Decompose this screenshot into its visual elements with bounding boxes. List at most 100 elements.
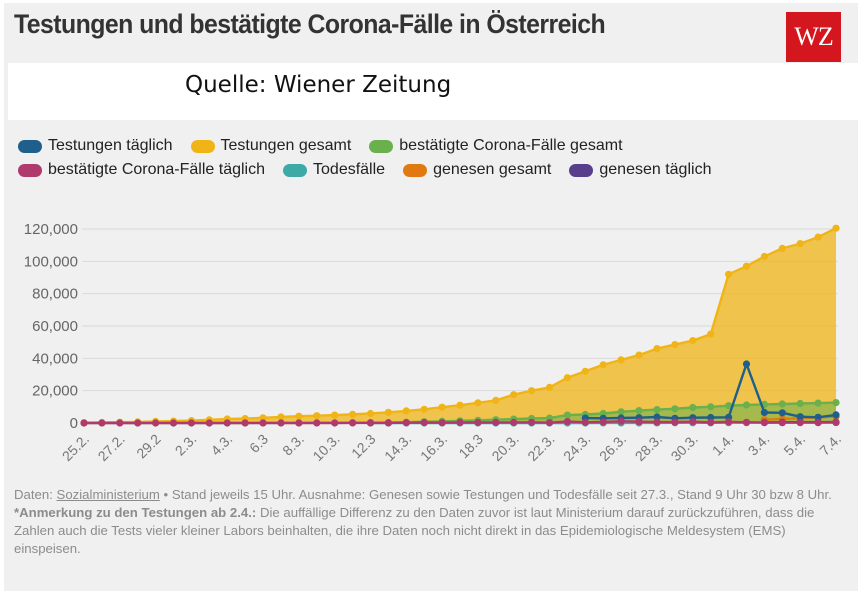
data-point [510, 391, 518, 399]
source-banner [8, 63, 858, 120]
legend-item[interactable]: genesen täglich [569, 161, 711, 179]
x-tick-label: 24.3. [560, 431, 593, 464]
data-point [187, 419, 195, 427]
data-point [599, 418, 607, 426]
data-point [796, 413, 804, 421]
data-point [599, 361, 607, 369]
data-point [796, 399, 804, 408]
data-point [474, 399, 482, 407]
data-point [241, 419, 249, 427]
legend-row-2: bestätigte Corona-Fälle täglich Todesfäll… [18, 161, 711, 179]
x-tick-label: 16.3. [417, 431, 450, 464]
data-point [814, 419, 822, 427]
data-point [581, 418, 589, 426]
data-point [617, 356, 625, 364]
data-point [832, 411, 840, 419]
data-point [635, 351, 643, 359]
source-text: Quelle: Wiener Zeitung [185, 72, 452, 98]
data-point [223, 419, 231, 427]
legend-label: genesen täglich [599, 161, 712, 178]
x-tick-label: 7.4. [816, 431, 844, 459]
data-point [169, 419, 178, 427]
data-point [313, 419, 321, 427]
data-point [528, 418, 536, 426]
data-point [259, 419, 267, 427]
footnote-prefix: Daten: [14, 487, 57, 502]
data-point [259, 414, 267, 422]
legend-label: Testungen gesamt [220, 137, 352, 154]
data-point [456, 418, 464, 426]
data-point [456, 401, 464, 409]
data-point [617, 408, 625, 416]
data-point [635, 418, 643, 426]
data-point [653, 418, 661, 426]
data-point [742, 262, 751, 270]
legend-swatch [403, 163, 428, 177]
legend-item[interactable]: bestätigte Corona-Fälle gesamt [369, 137, 623, 155]
data-point [349, 410, 357, 418]
x-tick-label: 5.4. [780, 431, 808, 459]
data-point [545, 419, 554, 427]
data-point [116, 419, 124, 427]
legend-item[interactable]: Testungen gesamt [190, 137, 352, 155]
x-tick-label: 20.3. [489, 431, 522, 464]
series-area [84, 228, 836, 423]
x-tick-label: 12.3 [348, 431, 379, 462]
legend-item[interactable]: genesen gesamt [403, 161, 551, 179]
legend-swatch [283, 163, 308, 177]
data-point [349, 419, 357, 427]
data-point [778, 244, 786, 252]
data-point [492, 418, 500, 426]
x-tick-label: 8.3. [279, 431, 307, 459]
legend-swatch [369, 139, 394, 153]
data-point [295, 419, 303, 427]
data-point [671, 341, 679, 349]
x-tick-label: 30.3. [668, 431, 701, 464]
legend-swatch [18, 139, 42, 153]
data-point [295, 412, 303, 420]
footnote: Daten: Sozialministerium • Stand jeweils… [14, 486, 844, 558]
x-tick-label: 4.3. [208, 431, 236, 459]
data-point [689, 403, 697, 412]
data-point [366, 409, 375, 418]
data-point [832, 224, 840, 232]
data-point [528, 387, 536, 395]
source-link[interactable]: Sozialministerium [56, 487, 160, 502]
legend-item[interactable]: Testungen täglich [18, 137, 173, 155]
data-point [653, 345, 661, 353]
y-tick-label: 80,000 [32, 286, 78, 303]
data-point [742, 418, 751, 426]
data-point [420, 418, 428, 427]
data-point [689, 337, 697, 345]
data-point [331, 419, 339, 427]
legend-item[interactable]: Todesfälle [283, 161, 385, 179]
data-point [814, 399, 822, 407]
data-point [581, 367, 589, 375]
legend-label: Todesfälle [313, 161, 386, 178]
data-point [313, 412, 321, 420]
data-point [742, 401, 751, 409]
data-point [707, 330, 715, 338]
x-tick-label: 2.3. [172, 431, 200, 459]
data-point [510, 418, 518, 426]
y-tick-label: 120,000 [24, 221, 78, 238]
data-point [80, 419, 88, 427]
x-tick-label: 28.3. [632, 431, 665, 464]
legend-swatch [18, 163, 42, 177]
legend-item[interactable]: bestätigte Corona-Fälle täglich [18, 161, 265, 179]
data-point [98, 419, 106, 427]
x-tick-label: 6.3 [246, 431, 271, 456]
data-point [760, 418, 769, 426]
data-point [563, 418, 572, 426]
data-point [152, 419, 160, 427]
data-point [671, 405, 679, 413]
data-point [402, 419, 410, 427]
x-tick-label: 3.4. [745, 431, 773, 459]
data-point [832, 399, 840, 407]
data-point [707, 403, 715, 411]
y-tick-label: 0 [70, 415, 78, 432]
data-point [331, 411, 339, 419]
data-point [707, 418, 715, 426]
y-tick-label: 100,000 [24, 253, 78, 270]
legend-label: Testungen täglich [48, 137, 173, 154]
